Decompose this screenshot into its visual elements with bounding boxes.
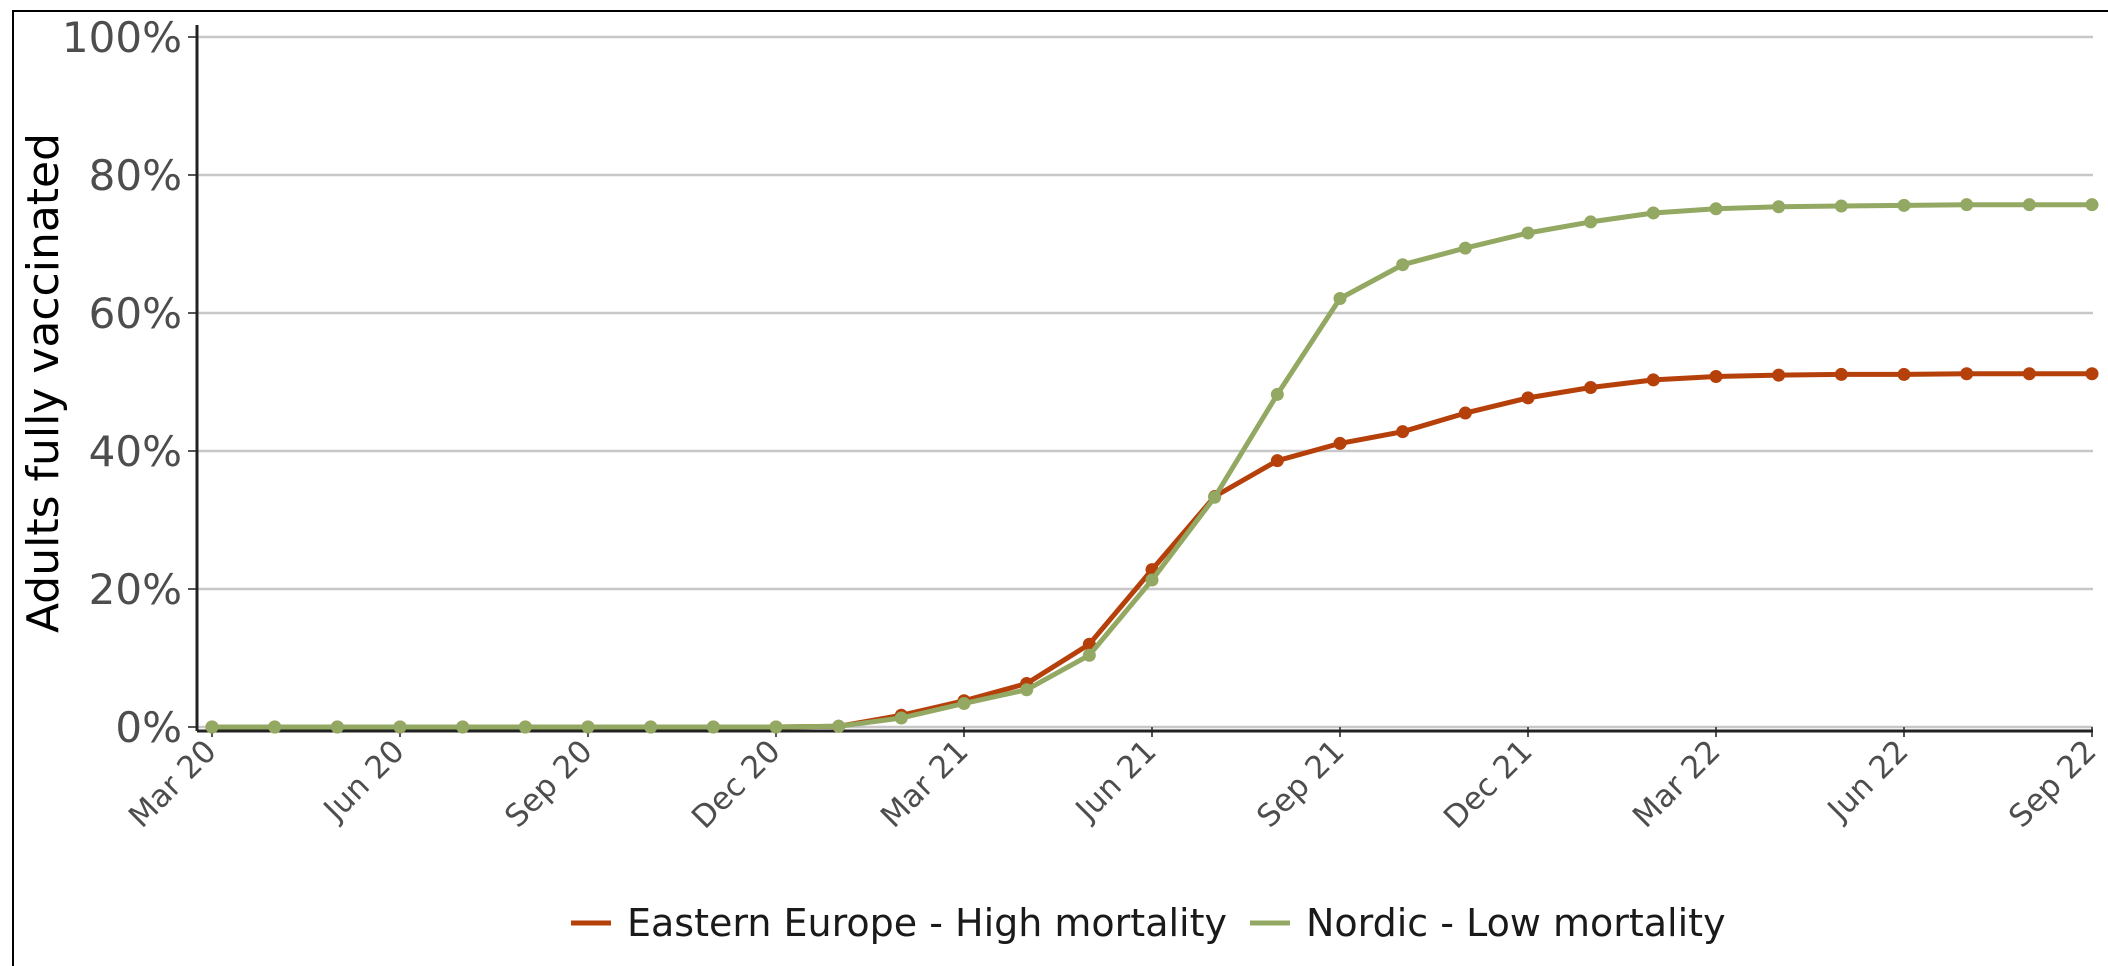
- data-point: [2022, 198, 2036, 212]
- figure-frame: [12, 10, 2108, 966]
- x-tick-label: Dec 21: [1437, 733, 1540, 836]
- series-line: [212, 202, 2092, 730]
- data-point: [581, 720, 595, 734]
- x-tick-label: Mar 22: [1626, 733, 1728, 835]
- data-point: [1897, 367, 1911, 381]
- data-point: [268, 720, 282, 734]
- y-axis-label: Adults fully vaccinated: [18, 133, 69, 633]
- legend: Eastern Europe - High mortality Nordic - …: [571, 901, 1726, 945]
- x-tick-label: Jun 20: [316, 733, 412, 829]
- legend-label: Eastern Europe - High mortality: [627, 901, 1227, 945]
- x-tick-label: Sep 20: [498, 733, 600, 835]
- y-tick-label: 40%: [89, 427, 182, 476]
- x-tick-label: Jun 22: [1820, 733, 1916, 829]
- data-point: [330, 720, 344, 734]
- y-tick-label: 0%: [115, 703, 182, 752]
- data-point: [1082, 648, 1096, 662]
- data-point: [1396, 258, 1410, 272]
- data-point: [894, 711, 908, 725]
- data-point: [1646, 206, 1660, 220]
- data-point: [1584, 215, 1598, 229]
- y-tick-label: 20%: [89, 565, 182, 614]
- data-point: [1772, 368, 1786, 382]
- data-point: [1208, 490, 1222, 504]
- data-point: [1834, 367, 1848, 381]
- data-point: [1145, 573, 1159, 587]
- data-point: [1333, 292, 1347, 306]
- data-point: [2085, 198, 2099, 212]
- data-series: [205, 198, 2099, 734]
- data-point: [1646, 373, 1660, 387]
- data-point: [1458, 241, 1472, 255]
- data-point: [1772, 200, 1786, 214]
- x-tick-label: Sep 22: [2002, 733, 2104, 835]
- data-point: [1897, 198, 1911, 212]
- series-2: [205, 198, 2099, 734]
- y-tick-label: 80%: [89, 151, 182, 200]
- x-tick-label: Jun 21: [1068, 733, 1164, 829]
- series-line: [212, 371, 2092, 730]
- data-point: [1709, 369, 1723, 383]
- data-point: [706, 720, 720, 734]
- x-tick-label: Sep 21: [1250, 733, 1352, 835]
- data-point: [769, 720, 783, 734]
- y-tick-label: 60%: [89, 289, 182, 338]
- data-point: [1270, 454, 1284, 468]
- data-point: [1521, 226, 1535, 240]
- data-point: [2022, 367, 2036, 381]
- y-axis-ticks: 0% 20% 40% 60% 80% 100%: [62, 13, 197, 752]
- data-point: [1960, 198, 1974, 212]
- legend-label: Nordic - Low mortality: [1306, 901, 1726, 945]
- data-point: [1458, 406, 1472, 420]
- data-point: [1709, 202, 1723, 216]
- data-point: [1270, 387, 1284, 401]
- data-point: [1396, 425, 1410, 439]
- axes: [195, 25, 2093, 733]
- grid-lines: [197, 35, 2093, 729]
- data-point: [393, 720, 407, 734]
- x-tick-label: Dec 20: [685, 733, 788, 836]
- data-point: [2085, 367, 2099, 381]
- data-point: [832, 719, 846, 733]
- data-point: [1960, 367, 1974, 381]
- data-point: [1521, 391, 1535, 405]
- data-point: [1020, 683, 1034, 697]
- data-point: [456, 720, 470, 734]
- x-axis-ticks: Mar 20 Jun 20 Sep 20 Dec 20 Mar 21 Jun 21 Sep …: [122, 727, 2104, 836]
- y-tick-label: 100%: [62, 13, 182, 62]
- series-1: [205, 367, 2099, 734]
- data-point: [644, 720, 658, 734]
- data-point: [1834, 199, 1848, 213]
- data-point: [205, 720, 219, 734]
- data-point: [1333, 436, 1347, 450]
- data-point: [957, 697, 971, 711]
- x-tick-label: Mar 21: [874, 733, 976, 835]
- data-point: [1584, 381, 1598, 395]
- data-point: [518, 720, 532, 734]
